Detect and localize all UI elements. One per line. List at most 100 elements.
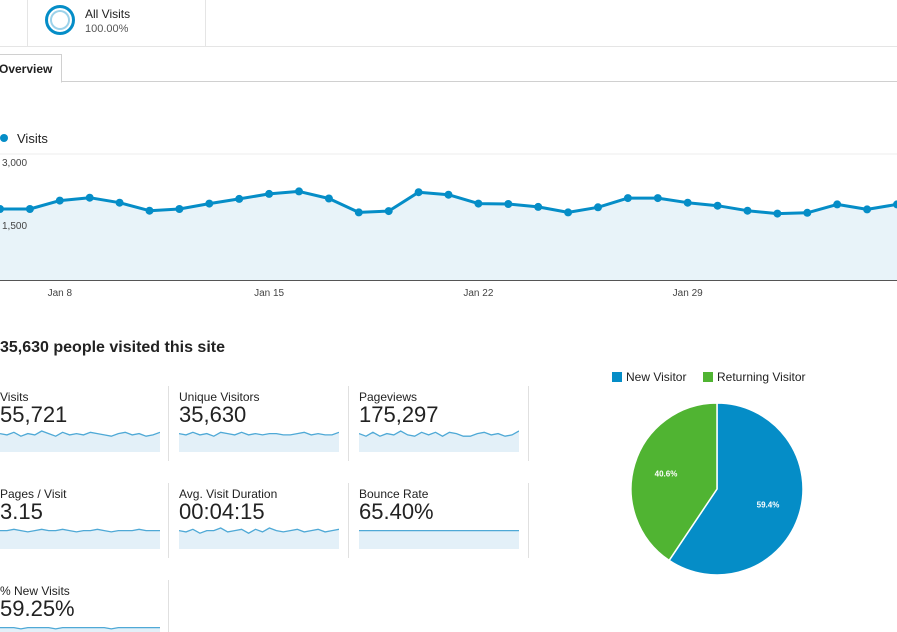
visits-point[interactable] xyxy=(235,194,244,203)
metric-label: Visits xyxy=(0,390,29,404)
metric-label: Pages / Visit xyxy=(0,487,67,501)
visits-point[interactable] xyxy=(115,198,124,207)
segment-divider xyxy=(205,0,206,46)
visits-point[interactable] xyxy=(773,209,782,218)
sparkline-area xyxy=(0,529,160,549)
visits-point[interactable] xyxy=(175,205,184,213)
x-tick-label: Jan 8 xyxy=(48,288,73,299)
visits-point[interactable] xyxy=(145,206,154,215)
segment-pie-icon[interactable] xyxy=(45,5,75,35)
visitors-headline: 35,630 people visited this site xyxy=(0,339,225,356)
visits-point[interactable] xyxy=(683,198,692,207)
metric-pageviews[interactable]: Pageviews 175,297 xyxy=(359,390,529,465)
sparkline-line xyxy=(0,626,160,630)
metric-divider xyxy=(348,386,349,461)
visits-point[interactable] xyxy=(893,200,897,209)
visitor-type-pie-chart[interactable]: 59.4% 40.6% xyxy=(620,392,814,586)
sparkline-area xyxy=(359,530,519,549)
visits-point[interactable] xyxy=(354,208,363,217)
metric-sparkline xyxy=(0,626,160,632)
metric-sparkline xyxy=(359,529,519,549)
metric-divider xyxy=(168,483,169,558)
sparkline-area xyxy=(179,528,339,549)
visits-area-fill xyxy=(0,191,897,280)
tab-overview[interactable]: Overview xyxy=(0,54,62,83)
visits-point[interactable] xyxy=(863,205,872,214)
metric-visits[interactable]: Visits 55,721 xyxy=(0,390,170,465)
metric-value: 00:04:15 xyxy=(179,499,265,524)
visits-point[interactable] xyxy=(504,200,513,208)
x-tick-label: Jan 22 xyxy=(463,288,493,299)
sparkline-area xyxy=(0,431,160,452)
pie-slice-new-visitor[interactable] xyxy=(668,402,804,576)
visits-point[interactable] xyxy=(85,193,94,202)
visits-point[interactable] xyxy=(414,188,423,197)
metric-value: 59.25% xyxy=(0,596,75,621)
legend-label-returning-visitor[interactable]: Returning Visitor xyxy=(717,370,806,384)
legend-label-new-visitor[interactable]: New Visitor xyxy=(626,370,687,384)
y-tick-label: 1,500 xyxy=(2,221,27,232)
visits-point[interactable] xyxy=(474,199,483,208)
metric-label: Unique Visitors xyxy=(179,390,260,404)
y-tick-label: 3,000 xyxy=(2,158,27,169)
metric-value: 55,721 xyxy=(0,402,68,427)
metric-pages-per-visit[interactable]: Pages / Visit 3.15 xyxy=(0,487,170,562)
metric-sparkline xyxy=(179,431,339,452)
pie-label-returning-visitor: 40.6% xyxy=(655,470,678,479)
visits-point[interactable] xyxy=(594,203,602,212)
visits-point[interactable] xyxy=(444,190,453,199)
metric-unique-visitors[interactable]: Unique Visitors 35,630 xyxy=(179,390,349,465)
metric-label: Bounce Rate xyxy=(359,487,429,501)
metric-label: % New Visits xyxy=(0,584,70,598)
visits-point[interactable] xyxy=(265,189,274,198)
metric-value: 3.15 xyxy=(0,499,43,524)
segment-percent: 100.00% xyxy=(85,23,129,35)
visits-point[interactable] xyxy=(0,205,4,213)
metric-divider xyxy=(168,386,169,461)
pie-slice-returning-visitor[interactable] xyxy=(630,402,718,562)
visits-point[interactable] xyxy=(653,194,662,203)
pie-label-new-visitor: 59.4% xyxy=(757,501,780,510)
metric-divider xyxy=(528,483,529,558)
segment-name[interactable]: All Visits xyxy=(85,7,131,21)
series-legend-label[interactable]: Visits xyxy=(17,131,48,146)
metric-sparkline xyxy=(359,430,519,452)
metric-label: Avg. Visit Duration xyxy=(179,487,278,501)
legend-swatch-returning-visitor xyxy=(703,372,713,382)
metric-label: Pageviews xyxy=(359,390,418,404)
metric-sparkline xyxy=(0,528,160,549)
series-legend-marker xyxy=(0,134,8,142)
visits-point[interactable] xyxy=(623,194,632,203)
sparkline-line xyxy=(179,431,339,437)
metric-divider xyxy=(168,580,169,632)
visits-line-chart[interactable]: 3,000 1,500 Jan 8 Jan 15 Jan 22 Jan 29 xyxy=(0,150,897,310)
segment-bar xyxy=(0,0,897,47)
metric-new-visits[interactable]: % New Visits 59.25% xyxy=(0,584,170,632)
visits-point[interactable] xyxy=(743,206,752,215)
sparkline-area xyxy=(179,432,339,452)
metric-avg-visit-duration[interactable]: Avg. Visit Duration 00:04:15 xyxy=(179,487,349,562)
visits-point[interactable] xyxy=(324,194,333,203)
x-tick-label: Jan 29 xyxy=(673,288,703,299)
sparkline-area xyxy=(0,627,160,632)
metric-sparkline xyxy=(0,430,160,452)
sparkline-line xyxy=(359,430,519,437)
visits-point[interactable] xyxy=(295,187,303,196)
visits-point[interactable] xyxy=(713,201,722,210)
visits-point[interactable] xyxy=(25,205,34,213)
visits-point[interactable] xyxy=(534,202,543,211)
metric-value: 175,297 xyxy=(359,402,439,427)
segment-divider xyxy=(27,0,28,46)
visits-point[interactable] xyxy=(564,208,573,217)
visits-point[interactable] xyxy=(803,208,812,217)
visits-point[interactable] xyxy=(205,199,214,208)
metric-divider xyxy=(528,386,529,461)
visits-point[interactable] xyxy=(55,196,64,205)
x-tick-label: Jan 15 xyxy=(254,288,284,299)
metric-divider xyxy=(348,483,349,558)
metric-value: 35,630 xyxy=(179,402,247,427)
metric-bounce-rate[interactable]: Bounce Rate 65.40% xyxy=(359,487,529,562)
visits-point[interactable] xyxy=(833,200,842,209)
visits-point[interactable] xyxy=(384,207,393,216)
sparkline-line xyxy=(0,528,160,533)
